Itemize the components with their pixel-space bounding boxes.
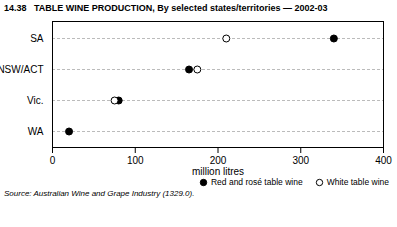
svg-text:100: 100 [127, 155, 144, 166]
svg-text:0: 0 [50, 155, 56, 166]
svg-text:300: 300 [292, 155, 309, 166]
svg-text:Vic.: Vic. [27, 95, 44, 106]
svg-text:200: 200 [210, 155, 227, 166]
html-text:Source: Australian Wine and Gr: Source: Australian Wine and Grape Indust… [4, 189, 195, 198]
svg-text:NSW/ACT: NSW/ACT [0, 64, 44, 75]
svg-text:SA: SA [30, 33, 44, 44]
html-text:14.38 TABLE WINE PRODUCTION, B: 14.38 TABLE WINE PRODUCTION, By selected… [4, 3, 328, 13]
svg-text:million litres: million litres [192, 166, 244, 177]
svg-text:WA: WA [28, 126, 44, 137]
svg-text:400: 400 [375, 155, 392, 166]
html-text:White table wine: White table wine [326, 177, 389, 187]
html-text:Red and rosé table wine: Red and rosé table wine [211, 177, 303, 187]
